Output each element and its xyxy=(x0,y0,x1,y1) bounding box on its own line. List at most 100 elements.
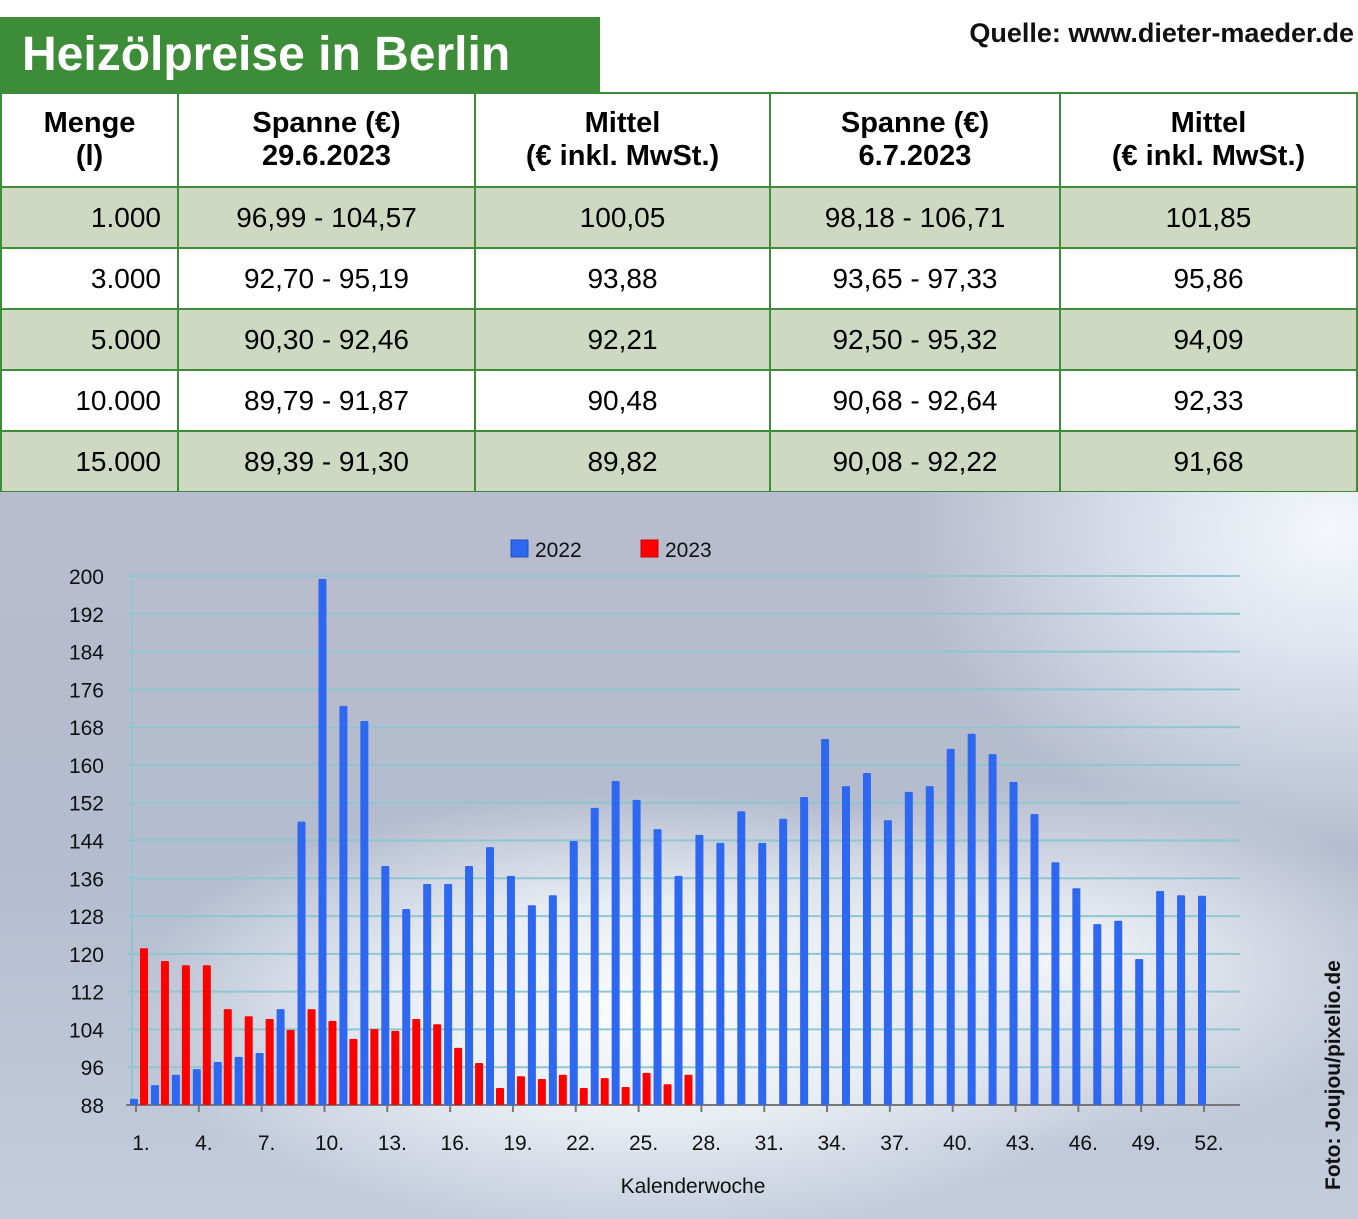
header-line: (€ inkl. MwSt.) xyxy=(1111,140,1306,172)
table-cell: 98,18 - 106,71 xyxy=(769,186,1061,249)
table-cell: 92,50 - 95,32 xyxy=(769,308,1061,371)
table-cell: 90,08 - 92,22 xyxy=(769,430,1061,493)
table-cell: 89,82 xyxy=(474,430,771,493)
bar-2023 xyxy=(140,948,148,1105)
y-tick-label: 128 xyxy=(69,906,104,929)
bar-2022 xyxy=(506,875,515,1105)
bar-2023 xyxy=(244,1016,253,1105)
x-tick-label: 13. xyxy=(378,1132,407,1155)
bar-2022 xyxy=(695,834,704,1105)
table-cell: 92,21 xyxy=(474,308,771,371)
bar-2022 xyxy=(548,895,557,1105)
bar-2023 xyxy=(433,1024,442,1105)
bar-2022 xyxy=(883,820,892,1105)
bar-2023 xyxy=(516,1076,525,1105)
header-line: Menge xyxy=(43,107,136,139)
x-tick-label: 28. xyxy=(692,1132,721,1155)
y-tick-label: 176 xyxy=(69,679,104,702)
header-line: 29.6.2023 xyxy=(261,140,391,172)
y-tick-label: 104 xyxy=(69,1019,104,1042)
y-tick-label: 192 xyxy=(69,604,104,627)
header-line: (€ inkl. MwSt.) xyxy=(525,140,720,172)
bar-2022 xyxy=(465,866,474,1105)
y-tick-label: 112 xyxy=(71,982,104,1005)
bar-2022 xyxy=(486,847,494,1105)
table-cell: 92,70 - 95,19 xyxy=(177,247,476,310)
bar-2023 xyxy=(642,1072,651,1105)
bar-2023 xyxy=(579,1087,588,1105)
table-cell: 3.000 xyxy=(0,247,179,310)
header-menge: Menge (l) xyxy=(0,92,179,188)
x-tick-label: 40. xyxy=(943,1132,972,1155)
x-tick-label: 16. xyxy=(441,1132,470,1155)
header-spanne-1: Spanne (€) 29.6.2023 xyxy=(177,92,476,188)
bar-2022 xyxy=(423,883,432,1105)
bar-2022 xyxy=(590,807,599,1105)
bar-2023 xyxy=(286,1029,295,1105)
bar-2023 xyxy=(370,1028,379,1105)
x-tick-label: 4. xyxy=(195,1132,213,1155)
bar-2022 xyxy=(339,705,348,1105)
bar-2022 xyxy=(758,842,767,1105)
table-cell: 96,99 - 104,57 xyxy=(177,186,476,249)
bar-2022 xyxy=(946,748,955,1105)
bar-2022 xyxy=(988,754,997,1105)
x-tick-label: 43. xyxy=(1006,1132,1035,1155)
x-tick-label: 37. xyxy=(880,1132,909,1155)
table-cell: 89,79 - 91,87 xyxy=(177,369,476,432)
x-tick-label: 52. xyxy=(1194,1132,1223,1155)
bar-2022 xyxy=(444,883,453,1105)
table-cell: 94,09 xyxy=(1059,308,1358,371)
bar-2022 xyxy=(800,797,809,1105)
table-cell: 1.000 xyxy=(0,186,179,249)
header-spanne-2: Spanne (€) 6.7.2023 xyxy=(769,92,1061,188)
y-tick-label: 136 xyxy=(69,868,104,891)
header-line: Spanne (€) xyxy=(840,107,990,139)
chart-title: Heizölpreise in Berlin xyxy=(0,17,600,92)
bar-2023 xyxy=(475,1062,484,1105)
y-tick-label: 88 xyxy=(81,1095,104,1118)
header-mittel-1: Mittel (€ inkl. MwSt.) xyxy=(474,92,771,188)
y-tick-label: 152 xyxy=(69,793,104,816)
header-line: 6.7.2023 xyxy=(858,140,972,172)
table-cell: 10.000 xyxy=(0,369,179,432)
table-cell: 5.000 xyxy=(0,308,179,371)
x-tick-label: 7. xyxy=(258,1132,276,1155)
bar-2022 xyxy=(653,829,662,1105)
bar-2022 xyxy=(632,799,641,1105)
table-row: 1.000 96,99 - 104,57 100,05 98,18 - 106,71 1… xyxy=(0,186,1358,249)
bar-2022 xyxy=(967,733,976,1105)
x-tick-label: 25. xyxy=(629,1132,658,1155)
bar-2022 xyxy=(779,818,788,1105)
y-tick-label: 184 xyxy=(69,642,104,665)
legend-swatch-2023 xyxy=(640,539,659,558)
bar-2022 xyxy=(255,1053,264,1105)
price-table: Menge (l) Spanne (€) 29.6.2023 Mittel (€ in… xyxy=(0,92,1358,493)
header-line: Mittel xyxy=(1170,107,1247,139)
bar-2022 xyxy=(192,1069,201,1105)
bar-2022 xyxy=(150,1085,159,1105)
bar-2023 xyxy=(349,1038,358,1105)
bar-2023 xyxy=(160,960,169,1105)
x-tick-label: 10. xyxy=(315,1132,344,1155)
bar-2022 xyxy=(1135,959,1144,1105)
x-tick-label: 46. xyxy=(1069,1132,1098,1155)
table-row: 3.000 92,70 - 95,19 93,88 93,65 - 97,33 95,8… xyxy=(0,247,1358,310)
table-cell: 91,68 xyxy=(1059,430,1358,493)
bar-2022 xyxy=(716,842,725,1105)
bar-2022 xyxy=(862,772,871,1105)
legend-label: 2022 xyxy=(535,539,582,562)
header-line: (l) xyxy=(75,140,104,172)
y-tick-label: 144 xyxy=(69,831,104,854)
table-row: 5.000 90,30 - 92,46 92,21 92,50 - 95,32 94,0… xyxy=(0,308,1358,371)
bar-2022 xyxy=(402,908,411,1105)
table-row: 15.000 89,39 - 91,30 89,82 90,08 - 92,22 91,… xyxy=(0,430,1358,493)
x-axis-label: Kalenderwoche xyxy=(621,1175,766,1198)
bar-2023 xyxy=(181,965,190,1105)
bar-2023 xyxy=(202,965,211,1105)
bar-2023 xyxy=(663,1084,672,1105)
bar-2023 xyxy=(454,1047,463,1105)
table-cell: 92,33 xyxy=(1059,369,1358,432)
bar-2022 xyxy=(821,738,830,1105)
